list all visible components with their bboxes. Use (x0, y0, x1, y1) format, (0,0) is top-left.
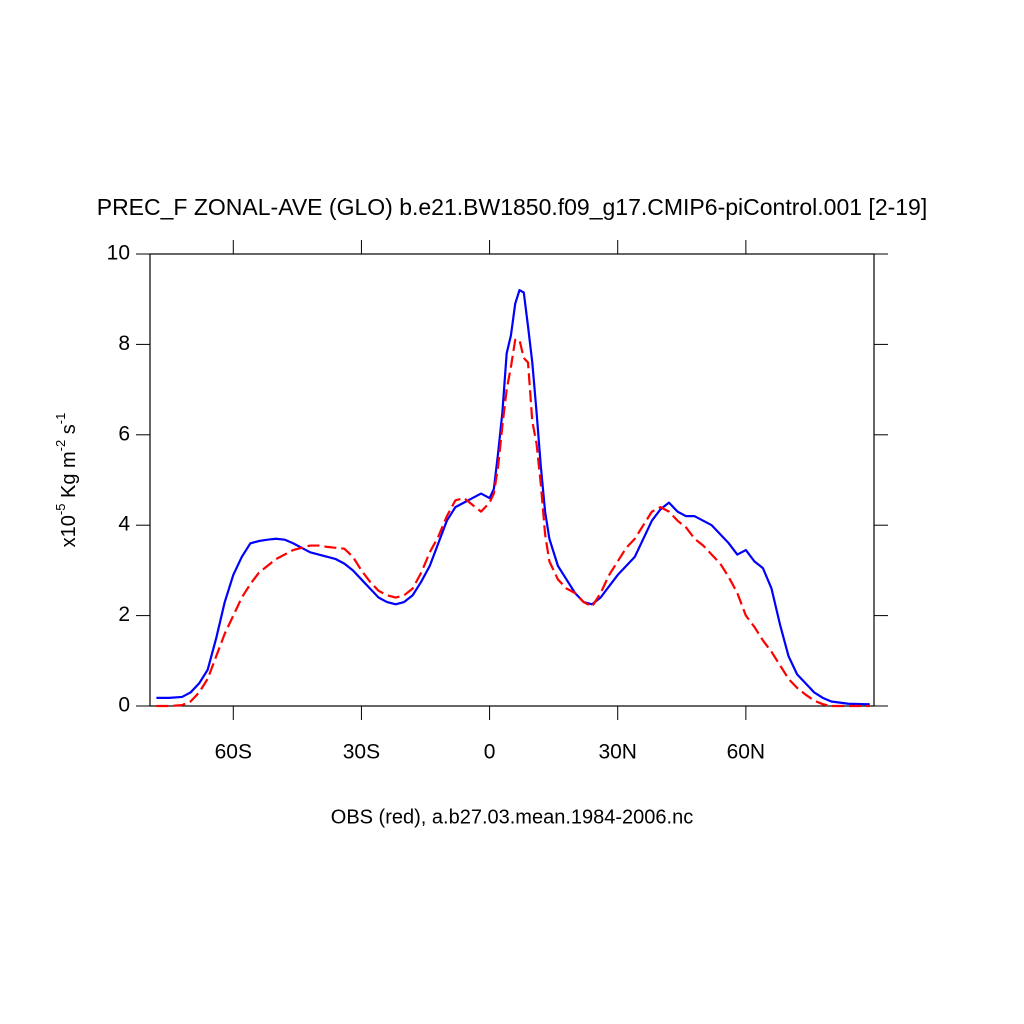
chart-title: PREC_F ZONAL-AVE (GLO) b.e21.BW1850.f09_… (97, 194, 928, 220)
x-tick-label: 60S (215, 741, 252, 764)
y-axis-label: x10-5 Kg m-2 s-1 (53, 413, 80, 548)
y-axis-label-part: s (58, 424, 80, 440)
y-axis-label-sup: -2 (53, 440, 68, 452)
x-tick-label: 30S (343, 741, 380, 764)
y-tick-label: 2 (118, 603, 130, 626)
y-tick-label: 10 (107, 242, 130, 265)
plot-frame (149, 253, 875, 707)
data-line (156, 289, 870, 706)
x-tick-label: 30N (598, 741, 637, 764)
y-tick-label: 0 (118, 694, 130, 717)
y-tick-label: 8 (118, 332, 130, 355)
y-axis-label-part: Kg m (58, 451, 80, 503)
y-axis-label-sup: -1 (53, 413, 68, 425)
y-tick-label: 6 (118, 422, 130, 445)
y-tick-label: 4 (118, 513, 130, 536)
y-axis-label-part: x10 (58, 515, 80, 547)
chart-subtitle: OBS (red), a.b27.03.mean.1984-2006.nc (331, 806, 693, 828)
data-line (156, 338, 870, 708)
x-tick-label: 0 (484, 741, 496, 764)
x-tick-label: 60N (727, 741, 766, 764)
y-axis-label-sup: -5 (53, 504, 68, 516)
